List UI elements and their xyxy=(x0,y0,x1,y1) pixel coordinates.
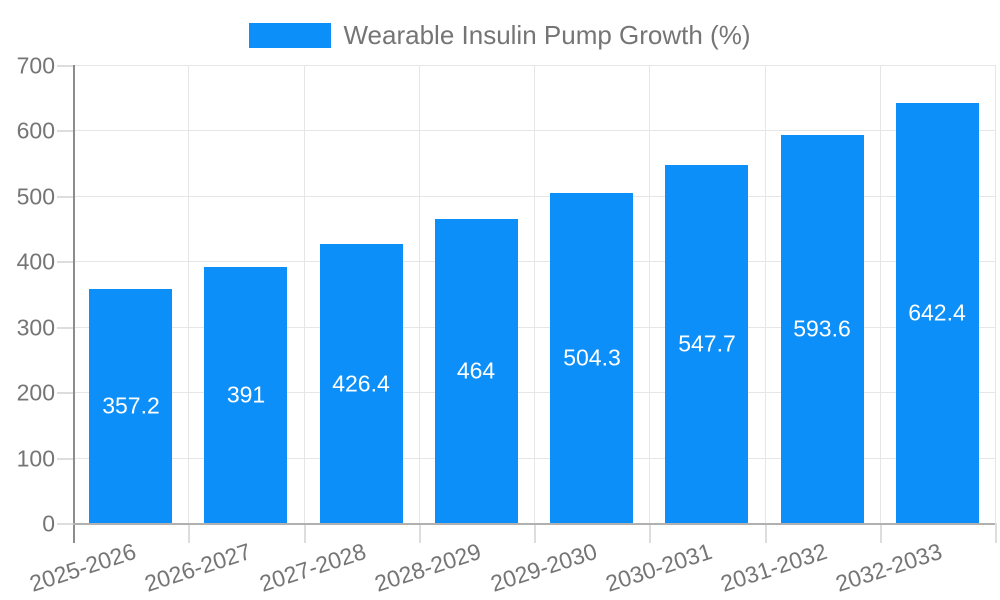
bar[interactable] xyxy=(665,165,748,523)
x-gridline xyxy=(419,65,420,523)
x-gridline xyxy=(995,65,996,523)
x-tick-label: 2031-2032 xyxy=(717,538,831,597)
bar[interactable] xyxy=(89,289,172,523)
bar[interactable] xyxy=(320,244,403,523)
y-tick xyxy=(57,523,73,525)
bar[interactable] xyxy=(781,135,864,523)
x-tick xyxy=(765,523,767,543)
x-tick-label: 2027-2028 xyxy=(256,538,370,597)
bar[interactable] xyxy=(204,267,287,523)
y-tick-label: 700 xyxy=(16,52,55,79)
bar[interactable] xyxy=(550,193,633,523)
y-tick-label: 400 xyxy=(16,248,55,275)
bar-value-label: 357.2 xyxy=(102,392,160,419)
bar-value-label: 593.6 xyxy=(793,315,851,342)
x-tick xyxy=(534,523,536,543)
legend[interactable]: Wearable Insulin Pump Growth (%) xyxy=(0,20,1000,51)
bar-value-label: 464 xyxy=(456,357,496,384)
y-tick xyxy=(57,392,73,394)
legend-swatch xyxy=(249,23,332,48)
bar-value-label: 391 xyxy=(226,381,266,408)
bar[interactable] xyxy=(896,103,979,523)
y-tick-label: 0 xyxy=(42,510,55,537)
x-tick xyxy=(649,523,651,543)
y-tick xyxy=(57,65,73,67)
x-tick xyxy=(880,523,882,543)
bar-value-label: 504.3 xyxy=(563,344,621,371)
bar-value-label: 426.4 xyxy=(332,370,390,397)
y-tick xyxy=(57,130,73,132)
x-gridline xyxy=(649,65,650,523)
x-tick-label: 2025-2026 xyxy=(26,538,140,597)
y-tick-label: 500 xyxy=(16,183,55,210)
y-tick xyxy=(57,196,73,198)
bar-value-label: 547.7 xyxy=(678,330,736,357)
y-tick xyxy=(57,327,73,329)
x-tick-label: 2030-2031 xyxy=(602,538,716,597)
y-tick-label: 300 xyxy=(16,314,55,341)
x-gridline xyxy=(765,65,766,523)
x-gridline xyxy=(880,65,881,523)
y-tick-label: 600 xyxy=(16,117,55,144)
x-gridline xyxy=(304,65,305,523)
y-tick xyxy=(57,458,73,460)
x-tick xyxy=(188,523,190,543)
x-axis-line xyxy=(73,523,995,525)
y-tick-label: 100 xyxy=(16,445,55,472)
x-tick xyxy=(995,523,997,543)
y-axis-line xyxy=(73,65,75,543)
x-tick-label: 2029-2030 xyxy=(487,538,601,597)
x-tick xyxy=(304,523,306,543)
x-tick xyxy=(419,523,421,543)
y-tick-label: 200 xyxy=(16,379,55,406)
bar[interactable] xyxy=(435,219,518,523)
bar-value-label: 642.4 xyxy=(908,299,966,326)
x-gridline xyxy=(188,65,189,523)
x-tick-label: 2026-2027 xyxy=(141,538,255,597)
x-tick-label: 2028-2029 xyxy=(371,538,485,597)
y-tick xyxy=(57,261,73,263)
x-tick-label: 2032-2033 xyxy=(832,538,946,597)
legend-label: Wearable Insulin Pump Growth (%) xyxy=(343,20,751,50)
x-gridline xyxy=(534,65,535,523)
